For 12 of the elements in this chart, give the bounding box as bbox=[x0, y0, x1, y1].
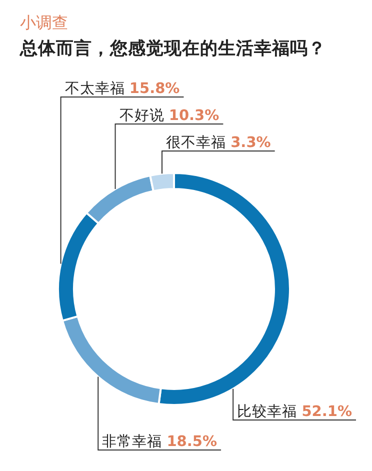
data-label: 52.1% bbox=[302, 404, 352, 420]
slice-label: 比较幸福 bbox=[237, 403, 302, 420]
title: 总体而言，您感觉现在的生活幸福吗？ bbox=[20, 39, 326, 59]
data-label: 18.5% bbox=[166, 434, 218, 450]
data-label: 10.3% bbox=[168, 108, 220, 124]
subtitle: 小调查 bbox=[20, 13, 68, 32]
data-label: 3.3% bbox=[230, 135, 272, 151]
data-label: 15.8% bbox=[129, 81, 180, 97]
slice-label: 很不幸福 bbox=[166, 134, 231, 151]
slice-label: 不太幸福 bbox=[64, 80, 130, 97]
slice-label: 不好说 bbox=[119, 107, 169, 124]
slice-label: 非常幸福 bbox=[102, 433, 167, 450]
